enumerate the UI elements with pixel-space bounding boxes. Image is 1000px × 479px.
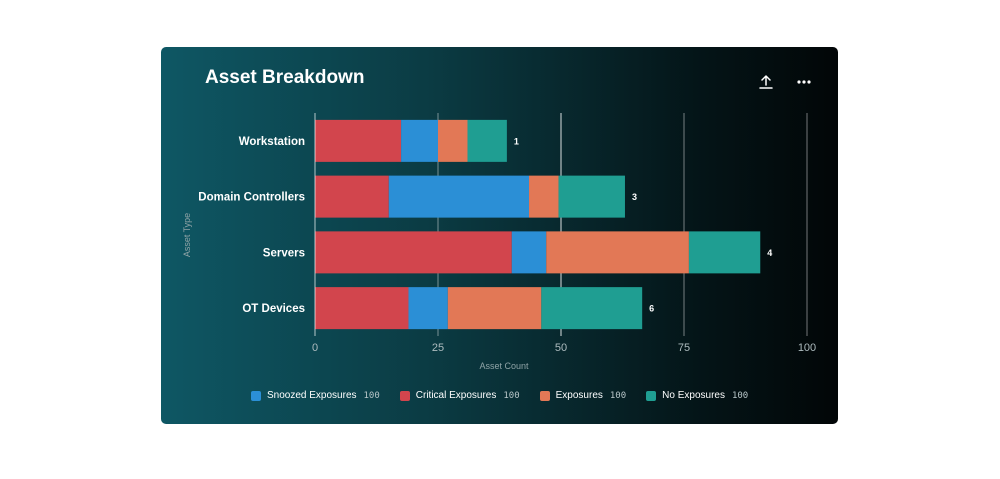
bar-segment: [315, 119, 402, 162]
category-label: Domain Controllers: [198, 192, 305, 204]
bar-segment: [315, 231, 512, 274]
legend-item[interactable]: Snoozed Exposures 100: [251, 390, 380, 401]
x-tick-label: 100: [798, 342, 816, 354]
bar-total-label: 6: [649, 304, 654, 314]
bar-segment: [541, 287, 643, 330]
upload-icon[interactable]: [756, 73, 776, 93]
asset-breakdown-card: Asset Breakdown 1 Workstation 3 Domain Cont…: [161, 47, 838, 424]
bar-segment: [546, 231, 689, 274]
more-horizontal-icon[interactable]: [794, 72, 814, 92]
bar-total-label: 4: [767, 248, 772, 258]
bar-total-label: 3: [632, 192, 637, 202]
legend-count: 100: [503, 390, 520, 401]
legend-item[interactable]: No Exposures 100: [646, 390, 748, 401]
x-tick-label: 0: [312, 342, 318, 354]
legend-item[interactable]: Exposures 100: [539, 390, 627, 401]
chart-legend: Snoozed Exposures 100 Critical Exposures 10…: [251, 390, 768, 401]
bar-segment: [529, 175, 559, 218]
bar-total-label: 1: [514, 136, 519, 146]
legend-swatch: [539, 390, 550, 401]
bar-segment: [511, 231, 547, 274]
legend-swatch: [251, 390, 261, 401]
bar-segment: [467, 119, 507, 162]
x-tick-label: 75: [678, 342, 690, 354]
legend-count: 100: [731, 390, 749, 401]
legend-count: 100: [609, 390, 627, 401]
category-label: Workstation: [239, 136, 305, 148]
card-title: Asset Breakdown: [205, 67, 365, 88]
bar-segment: [438, 119, 468, 162]
x-axis-title: Asset Count: [479, 361, 529, 371]
legend-swatch: [399, 390, 410, 401]
legend-label: Exposures: [555, 390, 603, 401]
bar-segment: [315, 287, 409, 330]
bar-segment: [558, 175, 625, 218]
legend-item[interactable]: Critical Exposures 100: [399, 390, 520, 401]
bar-segment: [447, 287, 542, 330]
x-tick-label: 25: [432, 342, 444, 354]
legend-label: Snoozed Exposures: [267, 390, 357, 401]
x-tick-label: 50: [555, 342, 567, 354]
legend-swatch: [646, 390, 657, 401]
bar-segment: [401, 119, 438, 162]
category-label: Servers: [263, 247, 305, 259]
y-axis-title: Asset Type: [182, 213, 192, 257]
legend-label: No Exposures: [662, 390, 725, 401]
bar-segment: [688, 231, 761, 274]
bar-segment: [408, 287, 448, 330]
legend-count: 100: [363, 390, 380, 401]
category-label: OT Devices: [242, 303, 305, 315]
bar-segment: [388, 175, 530, 218]
legend-label: Critical Exposures: [415, 390, 497, 401]
stacked-bar-chart: 1 Workstation 3 Domain Controllers 4 Servers 6…: [182, 113, 816, 371]
bar-segment: [315, 175, 389, 218]
